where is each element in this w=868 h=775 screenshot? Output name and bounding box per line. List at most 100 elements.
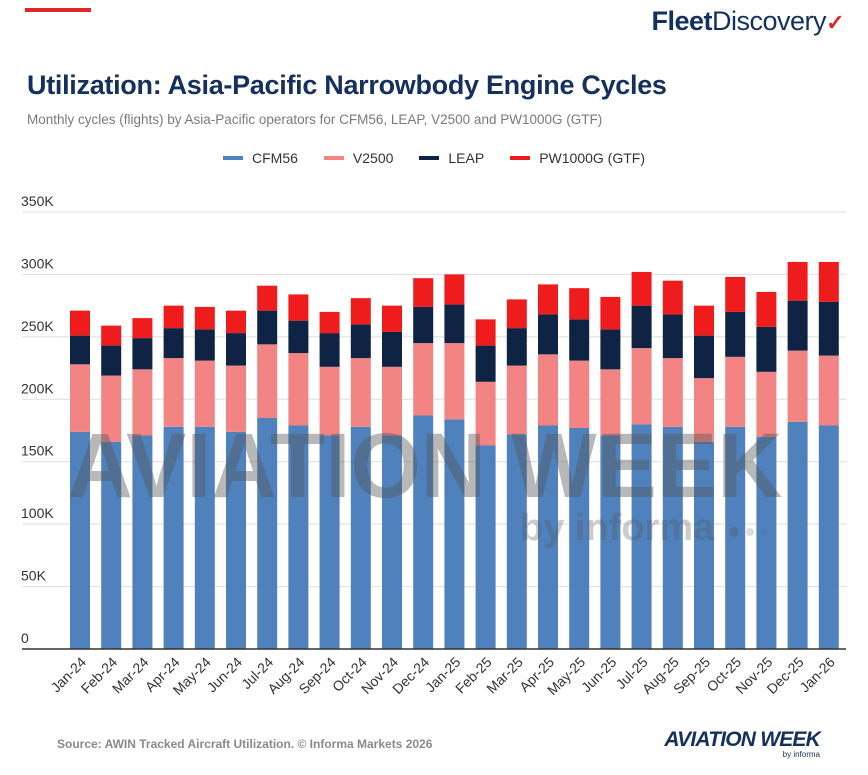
bar-segment-pw1000g-gtf[interactable]: [257, 285, 278, 311]
bar-segment-v2500[interactable]: [538, 354, 558, 426]
bar-segment-v2500[interactable]: [101, 375, 122, 442]
bar-segment-v2500[interactable]: [600, 369, 621, 436]
legend-item-cfm56[interactable]: CFM56: [223, 150, 298, 166]
bar-segment-leap[interactable]: [444, 304, 465, 344]
bar-segment-pw1000g-gtf[interactable]: [226, 310, 246, 334]
bar-segment-leap[interactable]: [600, 329, 621, 370]
bar-segment-cfm56[interactable]: [600, 435, 621, 649]
bar-segment-v2500[interactable]: [787, 350, 808, 422]
bar-segment-v2500[interactable]: [226, 365, 246, 432]
bar-segment-cfm56[interactable]: [725, 426, 746, 649]
bar-segment-pw1000g-gtf[interactable]: [444, 274, 465, 305]
bar-segment-pw1000g-gtf[interactable]: [70, 310, 90, 336]
bar-segment-cfm56[interactable]: [662, 426, 683, 649]
bar-segment-leap[interactable]: [725, 311, 746, 357]
bar-segment-v2500[interactable]: [475, 381, 496, 446]
bar-segment-v2500[interactable]: [818, 355, 839, 426]
bar-segment-leap[interactable]: [319, 333, 340, 367]
bar-segment-v2500[interactable]: [132, 369, 153, 436]
bar-segment-leap[interactable]: [506, 328, 527, 366]
bar-segment-leap[interactable]: [694, 335, 714, 379]
bar-segment-pw1000g-gtf[interactable]: [506, 299, 527, 329]
bar-segment-cfm56[interactable]: [163, 426, 184, 649]
bar-segment-cfm56[interactable]: [569, 428, 590, 649]
bar-segment-cfm56[interactable]: [694, 441, 714, 649]
bar-segment-pw1000g-gtf[interactable]: [382, 305, 402, 332]
bar-segment-leap[interactable]: [662, 314, 683, 359]
legend-item-pw1000g[interactable]: PW1000G (GTF): [510, 150, 645, 166]
bar-segment-cfm56[interactable]: [787, 421, 808, 649]
bar-segment-v2500[interactable]: [350, 358, 371, 427]
bar-segment-v2500[interactable]: [444, 343, 465, 420]
bar-segment-leap[interactable]: [194, 329, 215, 361]
bar-segment-v2500[interactable]: [725, 356, 746, 427]
bar-segment-v2500[interactable]: [319, 366, 340, 436]
bar-segment-pw1000g-gtf[interactable]: [662, 280, 683, 315]
bar-segment-v2500[interactable]: [662, 358, 683, 427]
bar-segment-pw1000g-gtf[interactable]: [725, 276, 746, 312]
bar-segment-cfm56[interactable]: [132, 435, 153, 649]
bar-segment-v2500[interactable]: [288, 353, 309, 426]
bar-segment-cfm56[interactable]: [319, 435, 340, 649]
bar-segment-v2500[interactable]: [631, 348, 652, 425]
bar-segment-cfm56[interactable]: [194, 426, 215, 649]
bar-segment-pw1000g-gtf[interactable]: [569, 288, 590, 320]
bar-segment-v2500[interactable]: [569, 360, 590, 429]
bar-segment-cfm56[interactable]: [288, 425, 309, 649]
bar-segment-v2500[interactable]: [382, 366, 402, 436]
bar-segment-v2500[interactable]: [756, 371, 777, 437]
bar-segment-pw1000g-gtf[interactable]: [163, 305, 184, 329]
bar-segment-cfm56[interactable]: [538, 425, 558, 649]
bar-segment-pw1000g-gtf[interactable]: [132, 318, 153, 339]
bar-segment-cfm56[interactable]: [101, 441, 122, 649]
bar-segment-leap[interactable]: [818, 301, 839, 356]
bar-segment-leap[interactable]: [787, 300, 808, 351]
bar-segment-leap[interactable]: [569, 319, 590, 361]
bar-segment-leap[interactable]: [382, 331, 402, 367]
bar-segment-cfm56[interactable]: [444, 419, 465, 649]
bar-segment-v2500[interactable]: [506, 365, 527, 435]
bar-segment-v2500[interactable]: [413, 343, 434, 416]
bar-segment-v2500[interactable]: [70, 364, 90, 432]
bar-segment-leap[interactable]: [101, 345, 122, 376]
bar-segment-pw1000g-gtf[interactable]: [787, 261, 808, 301]
bar-segment-v2500[interactable]: [194, 360, 215, 427]
bar-segment-cfm56[interactable]: [226, 431, 246, 649]
bar-segment-leap[interactable]: [631, 305, 652, 349]
bar-segment-leap[interactable]: [350, 324, 371, 359]
bar-segment-pw1000g-gtf[interactable]: [194, 306, 215, 330]
bar-segment-cfm56[interactable]: [350, 426, 371, 649]
bar-segment-leap[interactable]: [475, 345, 496, 382]
bar-segment-pw1000g-gtf[interactable]: [538, 284, 558, 315]
bar-segment-pw1000g-gtf[interactable]: [818, 261, 839, 302]
bar-segment-pw1000g-gtf[interactable]: [288, 294, 309, 321]
bar-segment-v2500[interactable]: [163, 358, 184, 427]
bar-segment-pw1000g-gtf[interactable]: [350, 298, 371, 325]
bar-segment-leap[interactable]: [70, 335, 90, 365]
bar-segment-v2500[interactable]: [257, 344, 278, 419]
bar-segment-leap[interactable]: [413, 306, 434, 344]
legend-item-v2500[interactable]: V2500: [323, 150, 393, 166]
bar-segment-cfm56[interactable]: [756, 436, 777, 649]
bar-segment-v2500[interactable]: [694, 378, 714, 442]
bar-segment-leap[interactable]: [538, 314, 558, 355]
bar-segment-leap[interactable]: [163, 328, 184, 359]
bar-segment-pw1000g-gtf[interactable]: [413, 278, 434, 307]
bar-segment-pw1000g-gtf[interactable]: [101, 325, 122, 346]
bar-segment-cfm56[interactable]: [70, 431, 90, 649]
bar-segment-cfm56[interactable]: [413, 415, 434, 649]
bar-segment-cfm56[interactable]: [382, 435, 402, 649]
bar-segment-pw1000g-gtf[interactable]: [319, 311, 340, 334]
bar-segment-leap[interactable]: [226, 333, 246, 366]
bar-segment-cfm56[interactable]: [257, 418, 278, 649]
bar-segment-cfm56[interactable]: [631, 424, 652, 649]
bar-segment-leap[interactable]: [132, 338, 153, 370]
bar-segment-cfm56[interactable]: [818, 425, 839, 649]
bar-segment-pw1000g-gtf[interactable]: [600, 296, 621, 330]
bar-segment-pw1000g-gtf[interactable]: [756, 291, 777, 327]
bar-segment-pw1000g-gtf[interactable]: [694, 305, 714, 336]
bar-segment-leap[interactable]: [257, 310, 278, 345]
bar-segment-leap[interactable]: [756, 326, 777, 372]
bar-segment-pw1000g-gtf[interactable]: [631, 271, 652, 306]
legend-item-leap[interactable]: LEAP: [419, 150, 484, 166]
